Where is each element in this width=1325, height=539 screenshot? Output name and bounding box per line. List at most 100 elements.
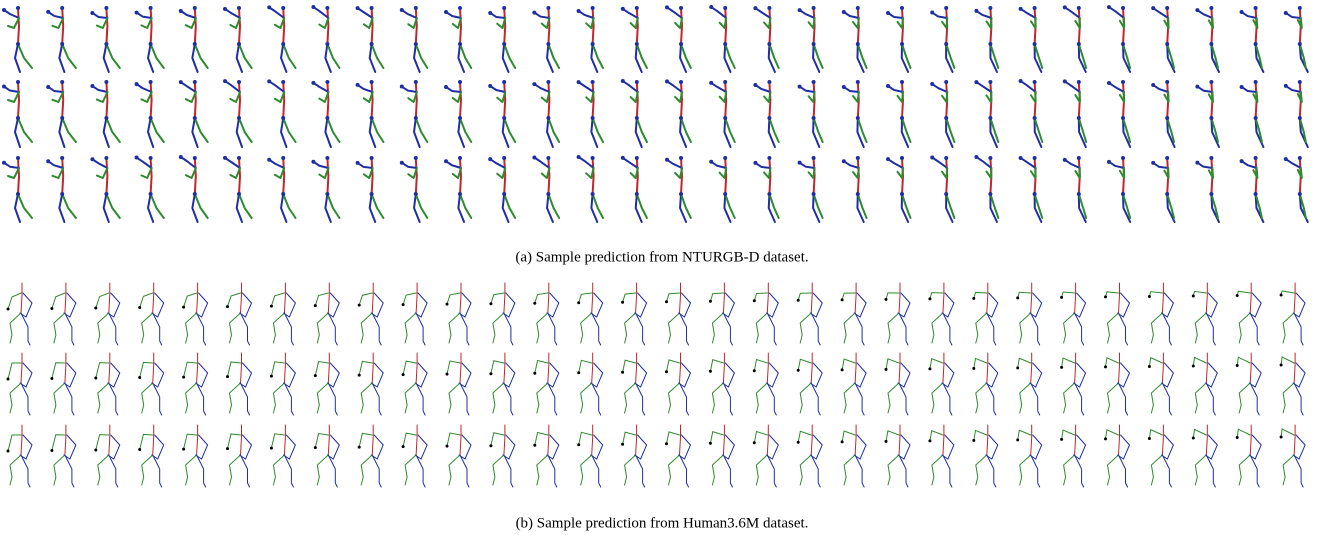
- right-arm: [546, 434, 560, 460]
- right-arm: [1117, 292, 1131, 318]
- right-arm: [807, 167, 816, 179]
- skeleton: [1107, 5, 1132, 73]
- joint: [444, 9, 448, 14]
- left-leg: [147, 117, 155, 148]
- right-arm: [282, 292, 296, 318]
- right-leg: [1122, 193, 1132, 219]
- joint: [855, 192, 860, 196]
- left-leg: [97, 312, 110, 344]
- left-leg: [492, 454, 505, 486]
- left-arm: [578, 292, 593, 304]
- joint: [444, 159, 448, 164]
- spine: [1205, 282, 1208, 314]
- left-arm: [1148, 428, 1163, 439]
- left-leg: [900, 117, 910, 148]
- right-arm: [940, 91, 949, 103]
- right-leg: [1249, 312, 1260, 346]
- left-arm: [268, 158, 286, 169]
- left-arm: [621, 156, 639, 169]
- joint: [104, 116, 109, 120]
- right-leg: [1166, 117, 1176, 143]
- right-arm: [19, 362, 33, 388]
- left-leg: [1282, 382, 1295, 414]
- spine: [679, 352, 681, 384]
- skeleton: [621, 352, 648, 416]
- skeleton: [796, 282, 823, 346]
- joint: [972, 366, 976, 370]
- right-leg: [901, 43, 912, 69]
- skeleton: [1239, 6, 1265, 73]
- joint: [634, 156, 639, 160]
- right-arm: [1163, 17, 1170, 29]
- right-leg: [591, 382, 602, 416]
- joint: [723, 192, 728, 196]
- spine: [1074, 352, 1077, 384]
- left-leg: [316, 454, 329, 486]
- right-arm: [19, 434, 33, 460]
- left-arm: [179, 81, 197, 93]
- right-arm: [370, 362, 384, 388]
- spine: [1205, 424, 1208, 456]
- skeleton: [269, 352, 296, 416]
- spine: [1118, 282, 1120, 314]
- left-leg: [58, 43, 66, 73]
- right-arm: [414, 292, 428, 318]
- joint: [226, 447, 229, 451]
- joint: [192, 42, 197, 46]
- right-leg: [371, 454, 382, 488]
- joint: [489, 444, 493, 448]
- left-leg: [97, 454, 110, 486]
- right-leg: [1298, 117, 1307, 143]
- joint: [665, 300, 668, 304]
- left-arm: [666, 158, 683, 169]
- skeleton: [311, 80, 341, 148]
- left-arm: [973, 291, 988, 299]
- right-arm: [1073, 362, 1087, 388]
- right-arm: [451, 91, 462, 103]
- joint: [489, 302, 493, 306]
- left-arm: [1284, 11, 1302, 19]
- joint: [325, 192, 330, 196]
- joint: [1018, 155, 1023, 160]
- joint: [797, 160, 802, 165]
- left-leg: [1106, 312, 1119, 344]
- right-leg: [196, 382, 207, 416]
- left-leg: [228, 312, 241, 344]
- right-arm: [1074, 91, 1081, 103]
- left-arm: [666, 80, 683, 93]
- left-arm: [885, 358, 900, 370]
- right-leg: [370, 43, 385, 69]
- joint: [1016, 296, 1020, 300]
- right-leg: [1033, 43, 1044, 69]
- left-arm: [841, 358, 856, 371]
- left-arm: [3, 85, 20, 93]
- right-arm: [1118, 91, 1126, 103]
- right-arm: [273, 17, 286, 29]
- right-arm: [1029, 167, 1037, 179]
- joint: [445, 444, 449, 448]
- spine: [503, 7, 507, 45]
- joint: [1209, 6, 1214, 10]
- left-arm: [753, 292, 768, 302]
- skeleton: [1147, 424, 1174, 488]
- joint: [192, 80, 197, 84]
- right-arm: [985, 434, 999, 460]
- left-arm: [754, 7, 772, 19]
- skeleton: [1016, 424, 1043, 488]
- left-arm: [183, 361, 198, 378]
- right-leg: [1254, 43, 1263, 69]
- skeleton: [444, 6, 473, 73]
- spine: [942, 352, 945, 384]
- left-arm: [929, 357, 944, 370]
- joint: [94, 376, 98, 380]
- skeleton: [665, 5, 692, 73]
- spine: [635, 282, 638, 314]
- left-leg: [975, 454, 988, 486]
- joint: [1062, 5, 1067, 10]
- left-leg: [9, 382, 22, 414]
- joint: [104, 80, 109, 84]
- right-arm: [896, 91, 904, 103]
- joint: [1060, 365, 1064, 369]
- spine: [724, 7, 728, 45]
- skeleton: [797, 156, 824, 223]
